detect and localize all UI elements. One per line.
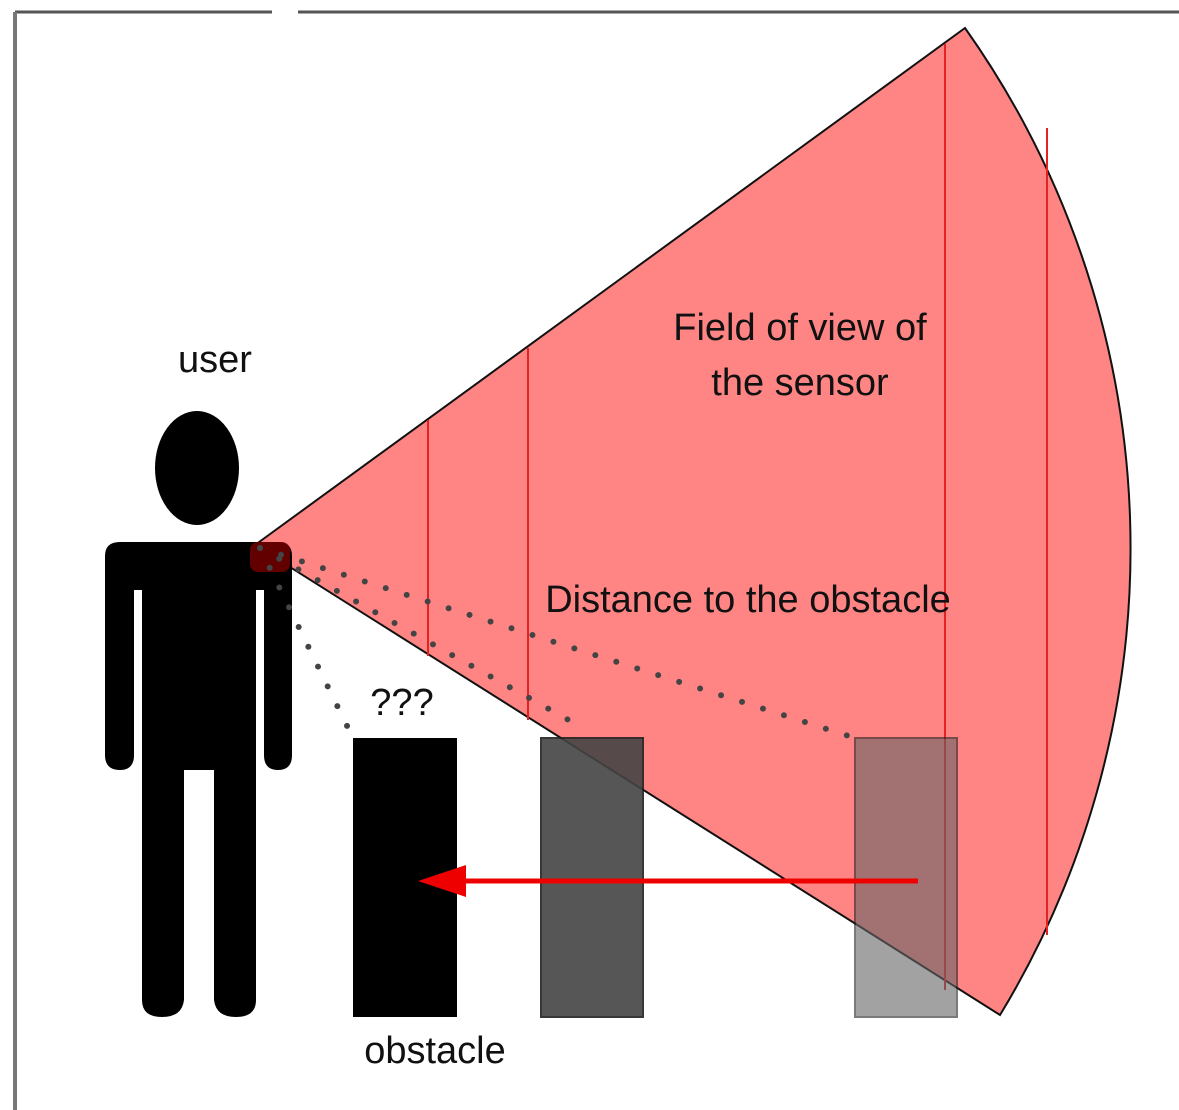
- user-label: user: [178, 339, 252, 381]
- obstacle-box-ghost: [541, 738, 643, 1017]
- fov-label: the sensor: [711, 362, 889, 404]
- unknown-label: ???: [370, 682, 433, 724]
- user-figure: [105, 411, 292, 1017]
- obstacle-label: obstacle: [364, 1030, 506, 1072]
- obstacle-box-ghost: [855, 738, 957, 1017]
- distance-label: Distance to the obstacle: [545, 579, 951, 621]
- fov-label: Field of view of: [673, 307, 927, 349]
- diagram: user Field of view of the sensor Distanc…: [0, 0, 1179, 1110]
